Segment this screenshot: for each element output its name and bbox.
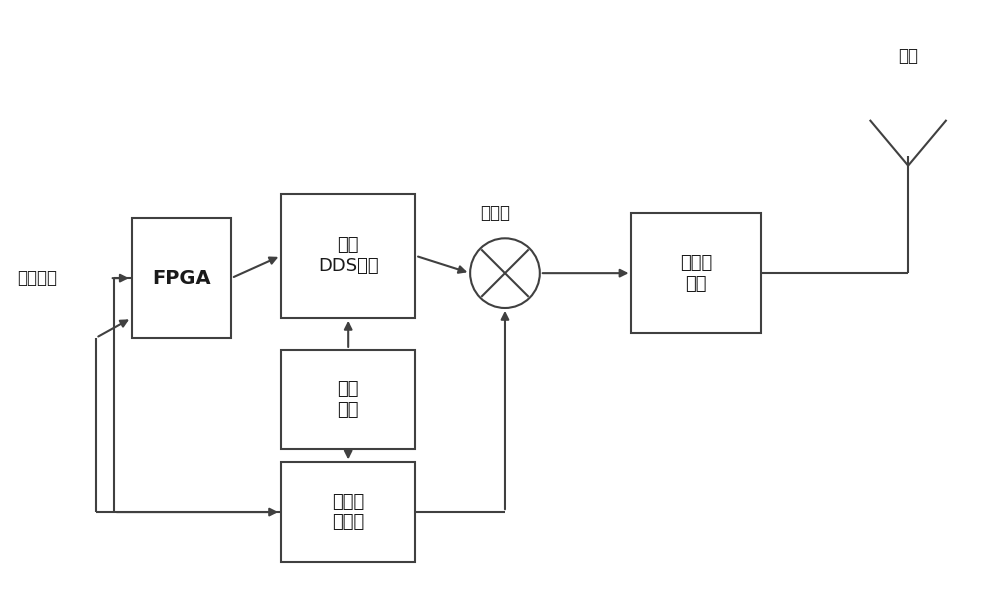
Bar: [631, 213, 761, 333]
Bar: [281, 350, 415, 449]
Circle shape: [470, 238, 540, 308]
Text: 高速
DDS单元: 高速 DDS单元: [318, 237, 379, 275]
Text: 混频器: 混频器: [480, 204, 510, 223]
Text: 系统
时钟: 系统 时钟: [337, 380, 359, 419]
Text: 射频本
振单元: 射频本 振单元: [332, 493, 364, 531]
Text: 天线: 天线: [898, 47, 918, 65]
Text: 功率放
大器: 功率放 大器: [680, 254, 712, 292]
Bar: [132, 218, 231, 338]
Text: 数据接口: 数据接口: [17, 269, 57, 287]
Bar: [281, 194, 415, 318]
Bar: [281, 462, 415, 562]
Text: FPGA: FPGA: [152, 268, 211, 287]
